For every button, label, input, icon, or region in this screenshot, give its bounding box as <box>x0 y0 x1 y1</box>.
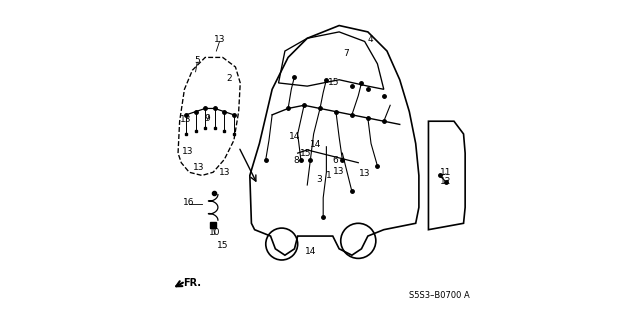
Text: S5S3–B0700 A: S5S3–B0700 A <box>409 291 470 300</box>
Text: 13: 13 <box>218 168 230 177</box>
Text: 1: 1 <box>326 171 332 180</box>
Text: 9: 9 <box>205 114 211 122</box>
Text: 13: 13 <box>193 163 205 172</box>
Text: 5: 5 <box>195 56 200 65</box>
Text: 14: 14 <box>305 247 317 256</box>
Text: 3: 3 <box>316 175 322 184</box>
Text: 2: 2 <box>227 74 232 83</box>
Text: 15: 15 <box>328 78 339 87</box>
Text: 11: 11 <box>440 168 452 177</box>
Text: FR.: FR. <box>184 278 202 288</box>
Text: 15: 15 <box>300 149 311 158</box>
Text: 10: 10 <box>209 228 220 237</box>
Text: 15: 15 <box>217 241 228 250</box>
Text: 12: 12 <box>440 177 452 186</box>
Text: 13: 13 <box>214 35 225 44</box>
Text: 4: 4 <box>367 35 373 44</box>
Text: 6: 6 <box>332 156 338 165</box>
Text: 14: 14 <box>310 140 321 149</box>
Text: 7: 7 <box>344 49 349 58</box>
Text: 14: 14 <box>289 132 301 141</box>
Text: 8: 8 <box>294 156 300 165</box>
Text: 13: 13 <box>359 169 371 178</box>
Text: 16: 16 <box>183 198 195 207</box>
Text: 13: 13 <box>333 167 344 176</box>
Text: 13: 13 <box>180 115 191 124</box>
Text: 13: 13 <box>182 147 193 156</box>
